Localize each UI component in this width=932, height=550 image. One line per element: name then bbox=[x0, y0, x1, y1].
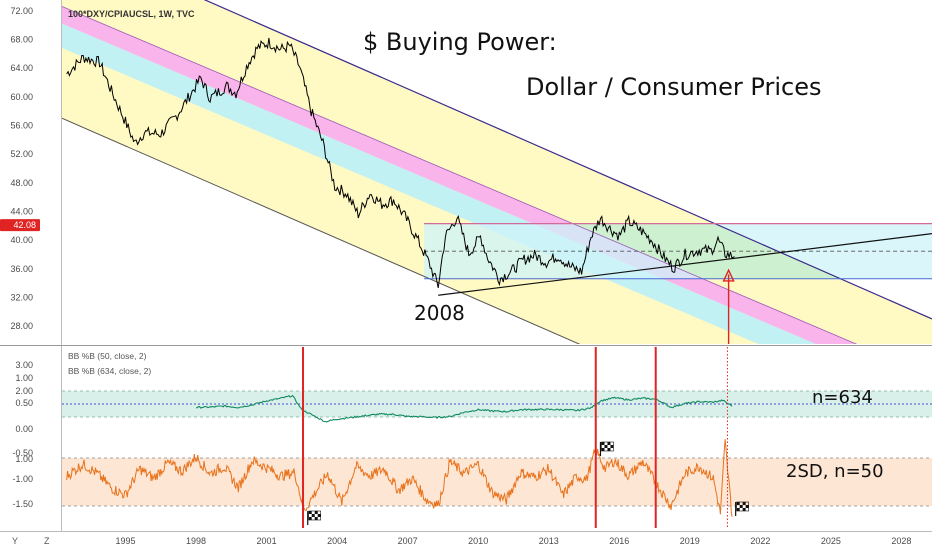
ind-y-tick-label: -1.50 bbox=[12, 499, 33, 509]
x-tick-label: 1998 bbox=[186, 536, 206, 546]
y-tick-label: 40.00 bbox=[10, 235, 33, 245]
flag-square bbox=[317, 514, 321, 517]
flag-square bbox=[607, 448, 611, 451]
y-tick-label: 64.00 bbox=[10, 63, 33, 73]
checkered-flag-icon bbox=[735, 501, 749, 516]
current-value-label: 42.08 bbox=[0, 219, 40, 232]
red-up-arrow-head bbox=[722, 268, 735, 282]
checkered-flag-icon bbox=[307, 510, 322, 525]
flag-square bbox=[745, 505, 749, 508]
flag-square bbox=[736, 502, 740, 505]
main-price-pane[interactable] bbox=[62, 0, 932, 498]
flag-square bbox=[601, 448, 605, 451]
y-tick-label: 48.00 bbox=[10, 178, 33, 188]
symbol-label: 100*DXY/CPIAUCSL, 1W, TVC bbox=[68, 9, 195, 19]
y-tick-label: 68.00 bbox=[10, 34, 33, 44]
y-tick-label: 72.00 bbox=[10, 6, 33, 16]
flag-square bbox=[610, 445, 614, 448]
ind-y-tick-label: 3.00 bbox=[15, 360, 33, 370]
checkered-flag-icon bbox=[599, 441, 614, 456]
y-tick-label: 60.00 bbox=[10, 92, 33, 102]
x-tick-label: 2016 bbox=[609, 536, 629, 546]
x-tick-label: 2025 bbox=[821, 536, 841, 546]
flag-square bbox=[314, 511, 318, 514]
ind-y-tick-label: 0.50 bbox=[15, 398, 33, 408]
x-tick-label: 2013 bbox=[539, 536, 559, 546]
x-tick-label: 1995 bbox=[115, 536, 135, 546]
flag-square bbox=[604, 445, 608, 448]
range-box-green bbox=[424, 223, 930, 318]
x-tick-label: 2004 bbox=[327, 536, 347, 546]
support-trendline bbox=[438, 233, 932, 296]
x-tick-label: 2028 bbox=[891, 536, 911, 546]
flag-square bbox=[742, 502, 746, 505]
ind-y-tick-label: 2.00 bbox=[15, 386, 33, 396]
time-axis[interactable]: 1995 1998 2001 2004 2007 2010 2013 2016 2019 2022… bbox=[115, 536, 911, 546]
y-corner-button[interactable]: Y bbox=[12, 536, 18, 546]
price-series-line bbox=[66, 37, 735, 288]
x-tick-label: 2001 bbox=[257, 536, 277, 546]
flag-border bbox=[601, 441, 614, 452]
flag-square bbox=[742, 508, 746, 511]
y-tick-label: 44.00 bbox=[10, 206, 33, 216]
chart-subtitle: Dollar / Consumer Prices bbox=[526, 73, 821, 101]
flag-border bbox=[736, 501, 749, 512]
bb634-legend: BB %B (634, close, 2) bbox=[68, 366, 151, 376]
annotation-2008: 2008 bbox=[414, 301, 465, 325]
y-tick-label: 36.00 bbox=[10, 264, 33, 274]
channel-pink-band bbox=[62, 6, 857, 344]
flag-square bbox=[311, 514, 315, 517]
bb50-legend: BB %B (50, close, 2) bbox=[68, 351, 147, 361]
x-tick-label: 2007 bbox=[398, 536, 418, 546]
annotation-2sd: 2SD, n=50 bbox=[786, 461, 884, 482]
x-tick-label: 2022 bbox=[750, 536, 770, 546]
ind-y-tick-label: 1.00 bbox=[15, 373, 33, 383]
ind-y-tick-label: 0.00 bbox=[15, 424, 33, 434]
signal-lines bbox=[302, 347, 657, 528]
channel-lower-line bbox=[62, 117, 581, 344]
indicator-pane[interactable] bbox=[62, 390, 932, 517]
flag-square bbox=[601, 442, 605, 445]
annotation-n634: n=634 bbox=[812, 387, 873, 408]
flag-square bbox=[308, 511, 312, 514]
y-tick-label: 28.00 bbox=[10, 321, 33, 331]
flag-square bbox=[736, 508, 740, 511]
x-tick-label: 2019 bbox=[680, 536, 700, 546]
current-value-badge bbox=[0, 219, 40, 232]
flag-square bbox=[607, 442, 611, 445]
flag-square bbox=[314, 517, 318, 520]
bb634-band-fill bbox=[62, 391, 932, 417]
y-tick-label: 32.00 bbox=[10, 292, 33, 302]
ind-y-tick-label: -1.00 bbox=[12, 474, 33, 484]
channel-mid-line bbox=[62, 6, 858, 344]
y-tick-label: 56.00 bbox=[10, 120, 33, 130]
current-value-text: 42.08 bbox=[13, 220, 36, 230]
bb50-band-fill bbox=[62, 458, 932, 506]
indicator-y-axis[interactable]: 3.001.002.000.500.00-0.501.00-1.00-1.50 bbox=[12, 360, 33, 509]
channel-cyan-band bbox=[62, 23, 816, 344]
main-y-axis[interactable]: 28.00 32.00 36.00 40.00 44.00 48.00 52.00 56.00… bbox=[10, 0, 62, 531]
signal-flags bbox=[307, 441, 749, 525]
bb50-series-line bbox=[66, 439, 733, 517]
x-tick-label: 2010 bbox=[468, 536, 488, 546]
flag-square bbox=[308, 517, 312, 520]
flag-square bbox=[739, 505, 743, 508]
z-corner-button[interactable]: Z bbox=[44, 536, 50, 546]
flag-border bbox=[308, 510, 322, 521]
bb634-series-line bbox=[195, 394, 733, 423]
y-tick-label: 52.00 bbox=[10, 149, 33, 159]
channel-upper-line bbox=[203, 0, 932, 320]
ind-y-tick-label: -0.50 bbox=[12, 448, 33, 458]
chart-title: $ Buying Power: bbox=[363, 28, 557, 56]
ind-y-tick-label: 1.00 bbox=[15, 454, 33, 464]
